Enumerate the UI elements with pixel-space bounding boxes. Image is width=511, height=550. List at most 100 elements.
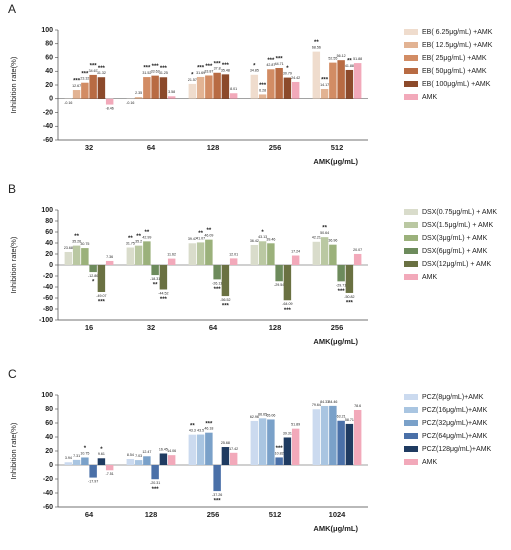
bar bbox=[126, 247, 135, 265]
data-label: 2.35 bbox=[135, 91, 142, 95]
data-label: -0.16 bbox=[64, 101, 72, 105]
panel-label: C bbox=[8, 367, 17, 381]
legend-swatch bbox=[404, 261, 418, 267]
data-label: 58.71 bbox=[345, 418, 354, 422]
data-label: -26.11 bbox=[212, 281, 222, 285]
data-label: 12.01 bbox=[229, 252, 238, 256]
x-tick-label: 1024 bbox=[329, 510, 347, 519]
significance-mark: *** bbox=[205, 421, 213, 427]
bar bbox=[72, 245, 81, 265]
legend-swatch bbox=[404, 29, 418, 35]
bar bbox=[105, 98, 114, 105]
data-label: 7.36 bbox=[106, 255, 113, 259]
data-label: 11.62 bbox=[167, 253, 176, 257]
data-label: 31.75 bbox=[126, 241, 135, 245]
bar bbox=[345, 423, 354, 465]
data-label: 30.79 bbox=[283, 72, 292, 76]
data-label: 36.96 bbox=[328, 239, 337, 243]
data-label: -29.71 bbox=[336, 283, 346, 287]
data-label: -44.52 bbox=[158, 291, 168, 295]
significance-mark: *** bbox=[346, 301, 354, 307]
bar bbox=[229, 93, 238, 99]
bar bbox=[81, 82, 89, 99]
data-label: -49.07 bbox=[96, 294, 106, 298]
significance-mark: *** bbox=[205, 64, 213, 70]
bar bbox=[229, 452, 238, 465]
data-label: 46.09 bbox=[204, 234, 213, 238]
y-tick-label: 0 bbox=[49, 96, 53, 103]
panel-label: A bbox=[8, 2, 16, 16]
data-label: 42.21 bbox=[312, 236, 321, 240]
significance-mark: *** bbox=[73, 79, 81, 85]
data-label: 79.64 bbox=[312, 403, 321, 407]
bar bbox=[312, 241, 321, 265]
bar bbox=[105, 465, 114, 471]
bar bbox=[167, 455, 176, 465]
data-label: -50.82 bbox=[344, 295, 354, 299]
x-tick-label: 64 bbox=[147, 143, 156, 152]
bar bbox=[159, 265, 168, 290]
legend-label: PCZ(128μg/mL)+AMK bbox=[422, 446, 492, 453]
data-label: 42.99 bbox=[142, 235, 151, 239]
bar bbox=[72, 459, 81, 465]
data-label: 43.5 bbox=[197, 429, 204, 433]
data-label: 39.47 bbox=[188, 237, 197, 241]
bar bbox=[258, 94, 267, 99]
data-label: 31.25 bbox=[159, 71, 168, 75]
bar bbox=[221, 74, 230, 99]
data-label: 12.47 bbox=[142, 450, 151, 454]
bar bbox=[205, 432, 213, 465]
significance-mark: *** bbox=[90, 63, 98, 69]
data-label: 7.31 bbox=[73, 454, 80, 458]
y-tick-label: 80 bbox=[45, 218, 53, 225]
data-label: 35.2 bbox=[135, 240, 142, 244]
y-axis-title: Inhibition rate(%) bbox=[9, 422, 18, 479]
x-tick-label: 256 bbox=[207, 510, 220, 519]
data-label: 8.54 bbox=[127, 453, 134, 457]
data-label: 6.28 bbox=[259, 88, 266, 92]
y-tick-label: -40 bbox=[43, 123, 53, 130]
bar bbox=[329, 405, 337, 465]
legend-label: DSX(6μg/mL) + AMK bbox=[422, 248, 488, 255]
significance-mark: *** bbox=[276, 446, 284, 452]
legend-label: AMK bbox=[422, 459, 438, 466]
significance-mark: * bbox=[191, 72, 194, 78]
data-label: 34.85 bbox=[250, 69, 259, 73]
y-tick-label: 60 bbox=[45, 54, 53, 61]
legend-swatch bbox=[404, 394, 418, 400]
data-label: 39.46 bbox=[266, 237, 275, 241]
legend-swatch bbox=[404, 42, 418, 48]
data-label: 17.42 bbox=[229, 447, 238, 451]
panel-label: B bbox=[8, 182, 16, 196]
bar bbox=[275, 68, 283, 99]
y-tick-label: -20 bbox=[43, 476, 53, 483]
data-label: 34.67 bbox=[89, 69, 98, 73]
bar bbox=[312, 51, 321, 99]
significance-mark: ** bbox=[347, 59, 352, 65]
legend-swatch bbox=[404, 433, 418, 439]
legend-label: EB( 100μg/mL) +AMK bbox=[422, 81, 491, 88]
y-axis-title: Inhibition rate(%) bbox=[9, 56, 18, 113]
data-label: 62.96 bbox=[250, 415, 259, 419]
bar bbox=[320, 89, 329, 99]
significance-mark: *** bbox=[98, 66, 106, 72]
y-axis-title: Inhibition rate(%) bbox=[9, 236, 18, 293]
legend-swatch bbox=[404, 420, 418, 426]
significance-mark: ** bbox=[145, 230, 150, 236]
bar bbox=[205, 75, 213, 99]
data-label: 84.46 bbox=[328, 400, 337, 404]
bar bbox=[329, 62, 337, 99]
legend-label: AMK bbox=[422, 94, 438, 101]
y-tick-label: -60 bbox=[43, 295, 53, 302]
bar bbox=[250, 420, 259, 465]
data-label: 30.75 bbox=[80, 242, 89, 246]
bar bbox=[267, 69, 275, 99]
data-label: 9.61 bbox=[98, 452, 105, 456]
significance-mark: *** bbox=[160, 66, 168, 72]
significance-mark: ** bbox=[136, 234, 141, 240]
x-tick-label: 512 bbox=[269, 510, 282, 519]
data-label: 14.06 bbox=[167, 449, 176, 453]
bar bbox=[159, 77, 168, 99]
data-label: -37.26 bbox=[212, 493, 222, 497]
bar bbox=[353, 253, 362, 265]
